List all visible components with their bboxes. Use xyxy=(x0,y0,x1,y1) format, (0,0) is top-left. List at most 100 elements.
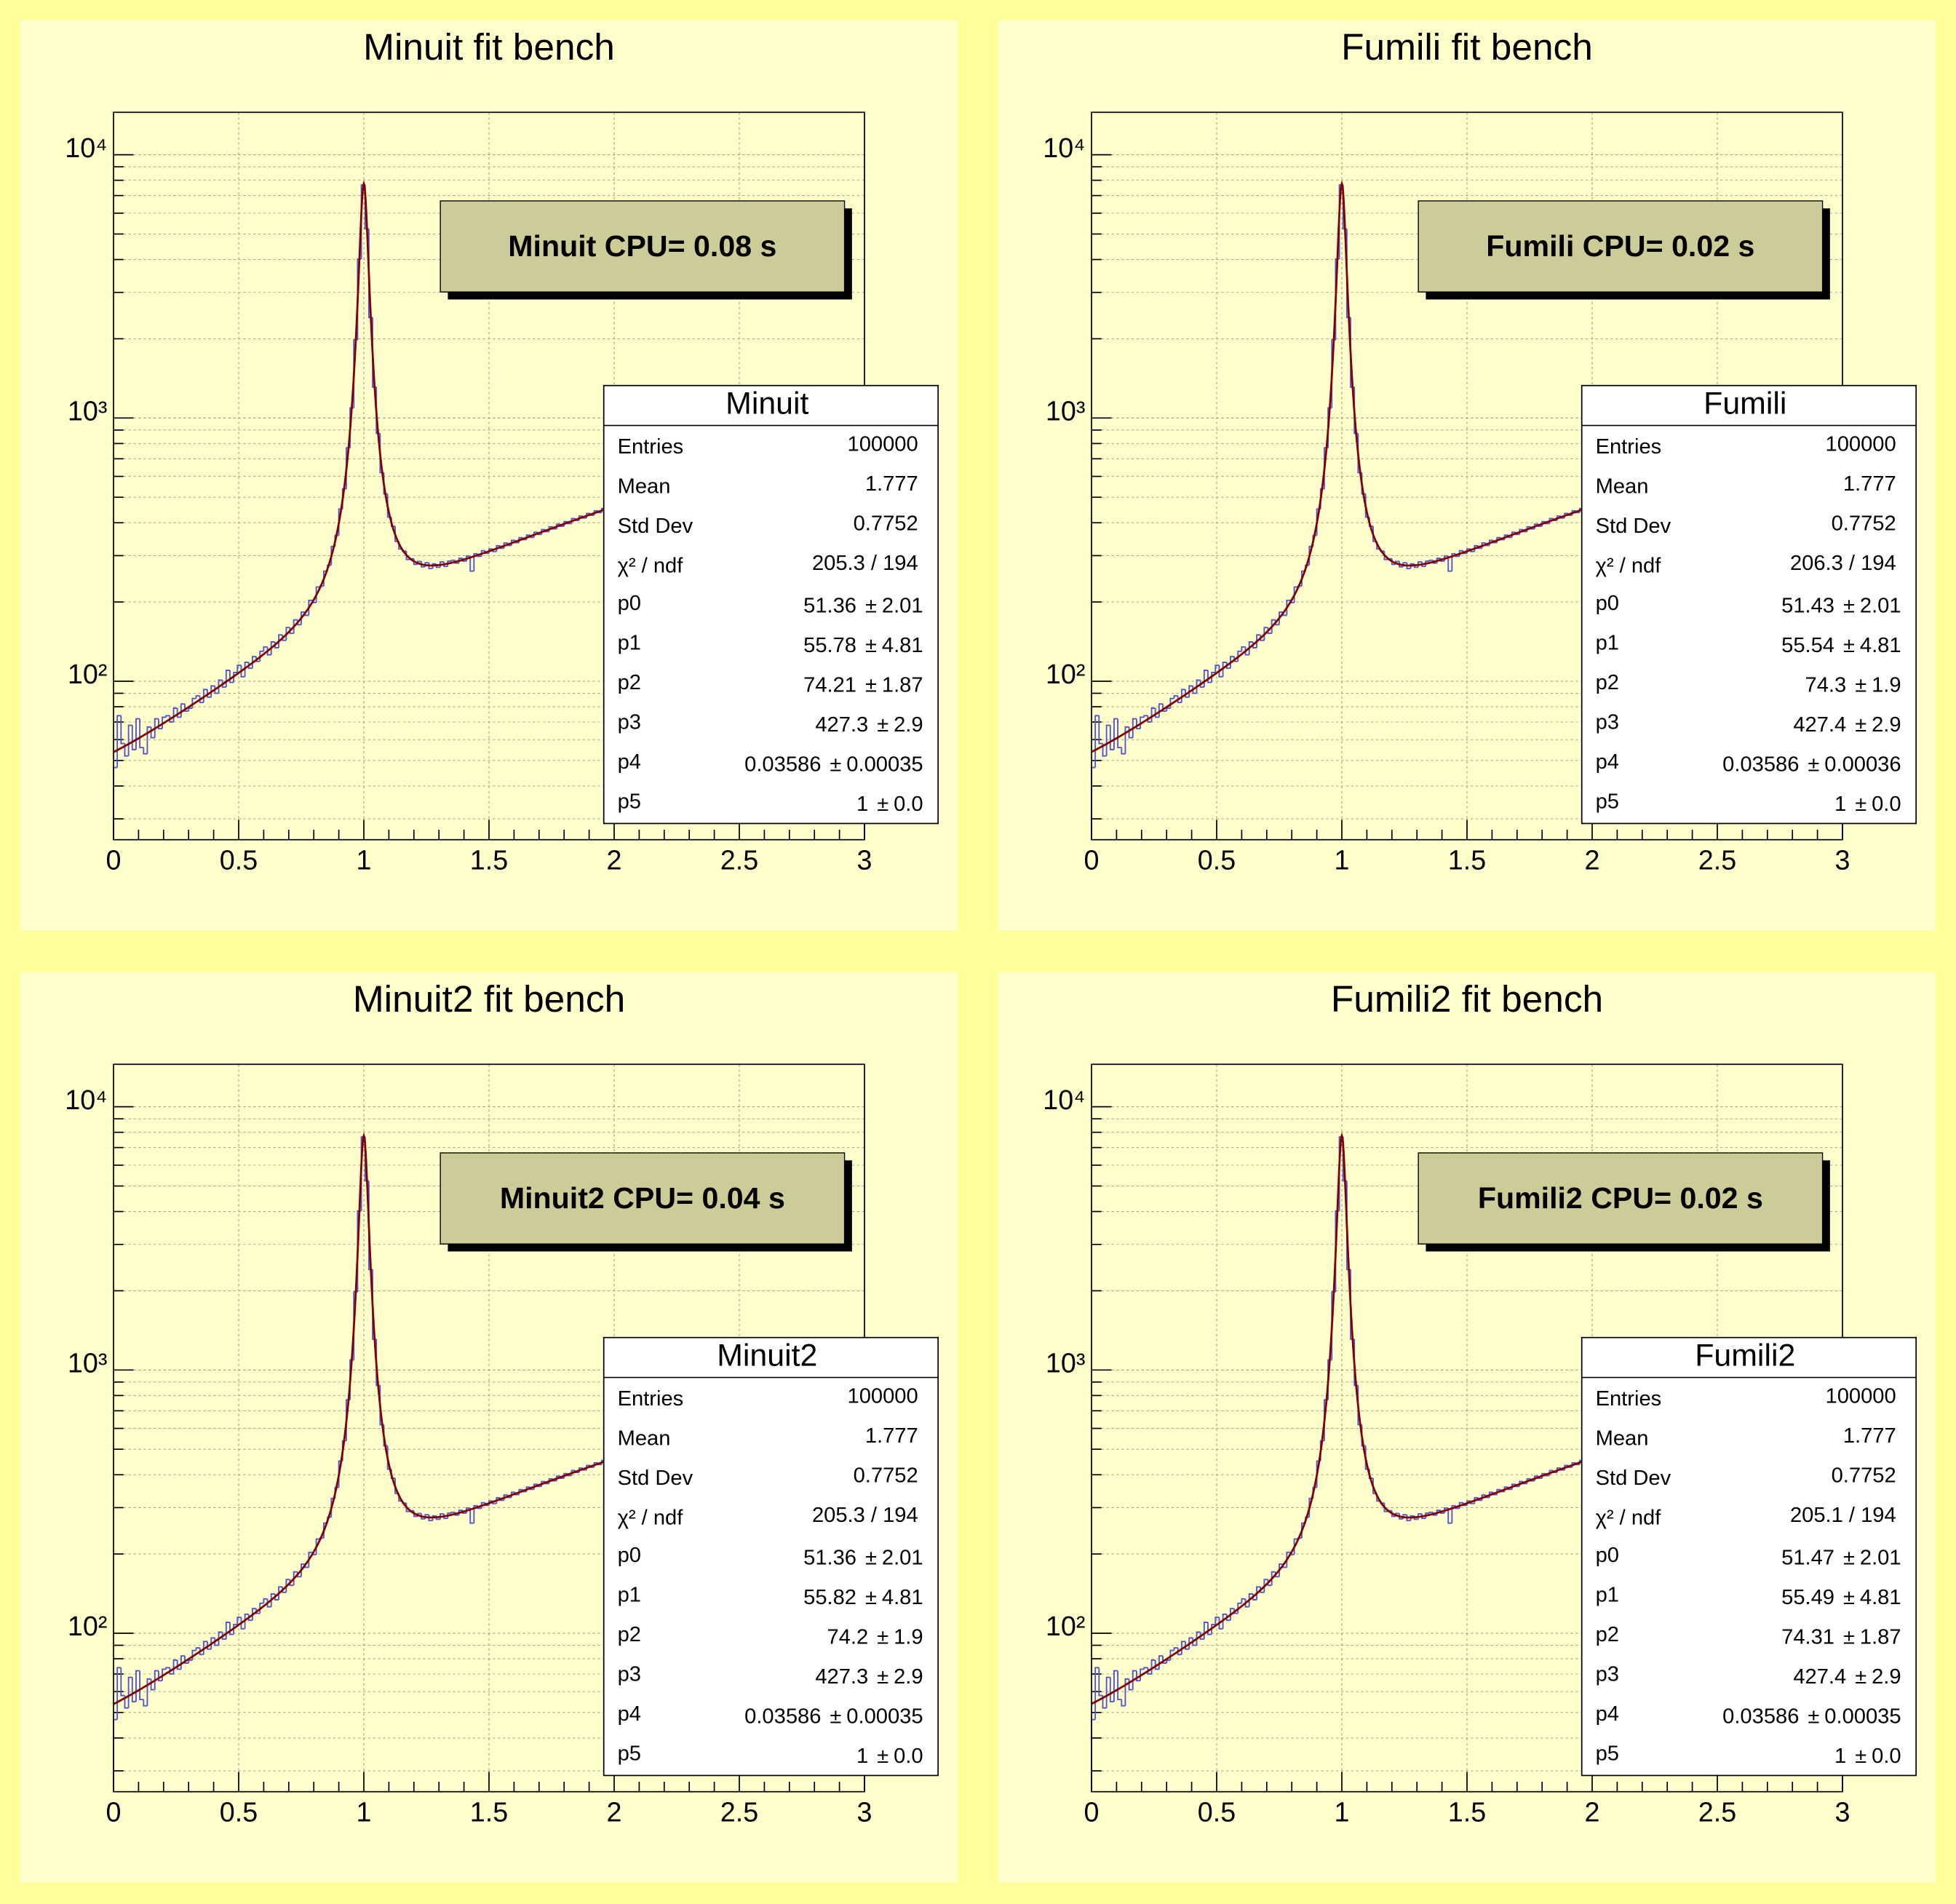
histogram-bin xyxy=(1279,611,1284,625)
histogram-bin xyxy=(1214,665,1220,673)
histogram-bin xyxy=(278,634,283,648)
parameter-estimate: 51.36 xyxy=(803,1546,856,1569)
parameter-estimate: 0.03586 xyxy=(744,753,821,776)
stats-label: p1 xyxy=(1596,1583,1619,1606)
histogram-bin xyxy=(120,1667,125,1697)
parameter-error: 4.81 xyxy=(882,1586,923,1609)
histogram-bin xyxy=(1399,561,1404,568)
x-tick-label: 1 xyxy=(1335,845,1350,876)
x-tick-label: 3 xyxy=(1835,845,1850,876)
histogram-bin xyxy=(1199,680,1204,688)
plus-minus: ± xyxy=(877,1665,888,1689)
stats-title: Fumili xyxy=(1703,386,1786,421)
parameter-estimate: 427.4 xyxy=(1793,1665,1846,1689)
histogram-bin xyxy=(469,555,474,572)
x-tick-label: 2 xyxy=(607,845,622,876)
histogram-bin xyxy=(450,559,456,561)
parameter-error: 2.01 xyxy=(882,594,923,617)
histogram-bin xyxy=(1271,1571,1276,1586)
parameter-error: 4.81 xyxy=(1860,634,1901,657)
histogram-bin xyxy=(221,1632,226,1640)
histogram-bin xyxy=(236,665,242,673)
parameter-estimate: 55.49 xyxy=(1781,1586,1834,1609)
parameter-value: 1 ±0.0 xyxy=(1834,1745,1901,1768)
histogram-bin xyxy=(432,1515,437,1521)
y-tick-label: 10² xyxy=(1046,1611,1086,1641)
histogram-bin xyxy=(1260,1587,1265,1593)
histogram-bin xyxy=(1263,1579,1268,1592)
histogram-bin xyxy=(1293,1538,1298,1555)
x-tick-label: 2.5 xyxy=(1698,1797,1736,1828)
histogram-bin xyxy=(210,1637,215,1649)
histogram-bin xyxy=(157,1670,163,1682)
histogram-bin xyxy=(244,662,249,677)
stats-label: p0 xyxy=(618,1544,641,1567)
parameter-value: 74.2 ±1.9 xyxy=(827,1625,923,1649)
stats-value: 1.777 xyxy=(1843,1424,1896,1448)
stats-label: Entries xyxy=(618,435,684,459)
histogram-bin xyxy=(169,1667,174,1675)
annotation-box xyxy=(1418,1152,1824,1245)
histogram-bin xyxy=(1098,1667,1103,1697)
stats-value: 0.7752 xyxy=(854,512,918,536)
histogram-bin xyxy=(127,1676,132,1708)
histogram-bin xyxy=(1207,1622,1212,1635)
histogram-bin xyxy=(1428,1511,1434,1513)
chart-title: Minuit2 fit bench xyxy=(353,977,625,1020)
annotation-box xyxy=(440,200,846,293)
plus-minus: ± xyxy=(830,753,841,776)
histogram-bin xyxy=(131,1677,136,1702)
histogram-bin xyxy=(1214,1617,1220,1625)
chart-title: Fumili fit bench xyxy=(1341,25,1593,68)
stats-value: 205.1 / 194 xyxy=(1790,1504,1896,1527)
histogram-bin xyxy=(139,718,144,748)
parameter-estimate: 427.3 xyxy=(815,713,868,737)
plus-minus: ± xyxy=(865,673,877,697)
histogram-bin xyxy=(124,743,129,757)
parameter-estimate: 427.4 xyxy=(1793,713,1846,737)
histogram-bin xyxy=(1447,1507,1452,1524)
histogram-bin xyxy=(1162,1656,1167,1664)
x-tick-label: 0.5 xyxy=(1198,1797,1236,1828)
histogram-bin xyxy=(1451,552,1456,571)
stats-label: Mean xyxy=(1596,475,1649,499)
plus-minus: ± xyxy=(830,1705,841,1728)
histogram-bin xyxy=(1233,1609,1239,1614)
histogram-bin xyxy=(432,563,437,569)
x-tick-label: 1.5 xyxy=(470,845,508,876)
parameter-estimate: 74.21 xyxy=(803,673,856,697)
histogram-bin xyxy=(1196,679,1201,694)
parameter-error: 4.81 xyxy=(1860,1586,1901,1609)
histogram-bin xyxy=(1211,671,1216,683)
stats-label: p1 xyxy=(618,1583,641,1606)
histogram-bin xyxy=(1233,657,1239,662)
parameter-estimate: 74.31 xyxy=(1781,1625,1834,1649)
histogram-bin xyxy=(1410,1515,1415,1521)
y-tick-label: 10⁴ xyxy=(65,1084,107,1115)
histogram-bin xyxy=(1109,725,1114,750)
stats-value: 100000 xyxy=(848,433,918,456)
stats-value: 100000 xyxy=(1826,433,1896,456)
histogram-bin xyxy=(184,1656,189,1664)
histogram-bin xyxy=(421,561,426,568)
histogram-bin xyxy=(1293,586,1298,603)
parameter-estimate: 51.47 xyxy=(1781,1546,1834,1569)
stats-label: Std Dev xyxy=(1596,515,1671,538)
x-tick-label: 3 xyxy=(857,1797,872,1828)
histogram-bin xyxy=(1241,646,1246,651)
histogram-bin xyxy=(266,646,271,656)
parameter-error: 2.9 xyxy=(1872,713,1901,737)
stats-value: 1.777 xyxy=(865,472,918,496)
histogram-bin xyxy=(165,1667,170,1670)
histogram-bin xyxy=(1121,1699,1126,1707)
parameter-value: 427.3 ±2.9 xyxy=(815,713,923,737)
parameter-value: 74.31 ±1.87 xyxy=(1781,1625,1901,1649)
histogram-bin xyxy=(315,1538,320,1555)
stats-label: p5 xyxy=(1596,1742,1619,1765)
parameter-estimate: 427.3 xyxy=(815,1665,868,1689)
histogram-bin xyxy=(1244,646,1249,656)
histogram-bin xyxy=(1185,689,1190,698)
histogram-bin xyxy=(1256,634,1261,648)
histogram-bin xyxy=(251,1608,257,1621)
